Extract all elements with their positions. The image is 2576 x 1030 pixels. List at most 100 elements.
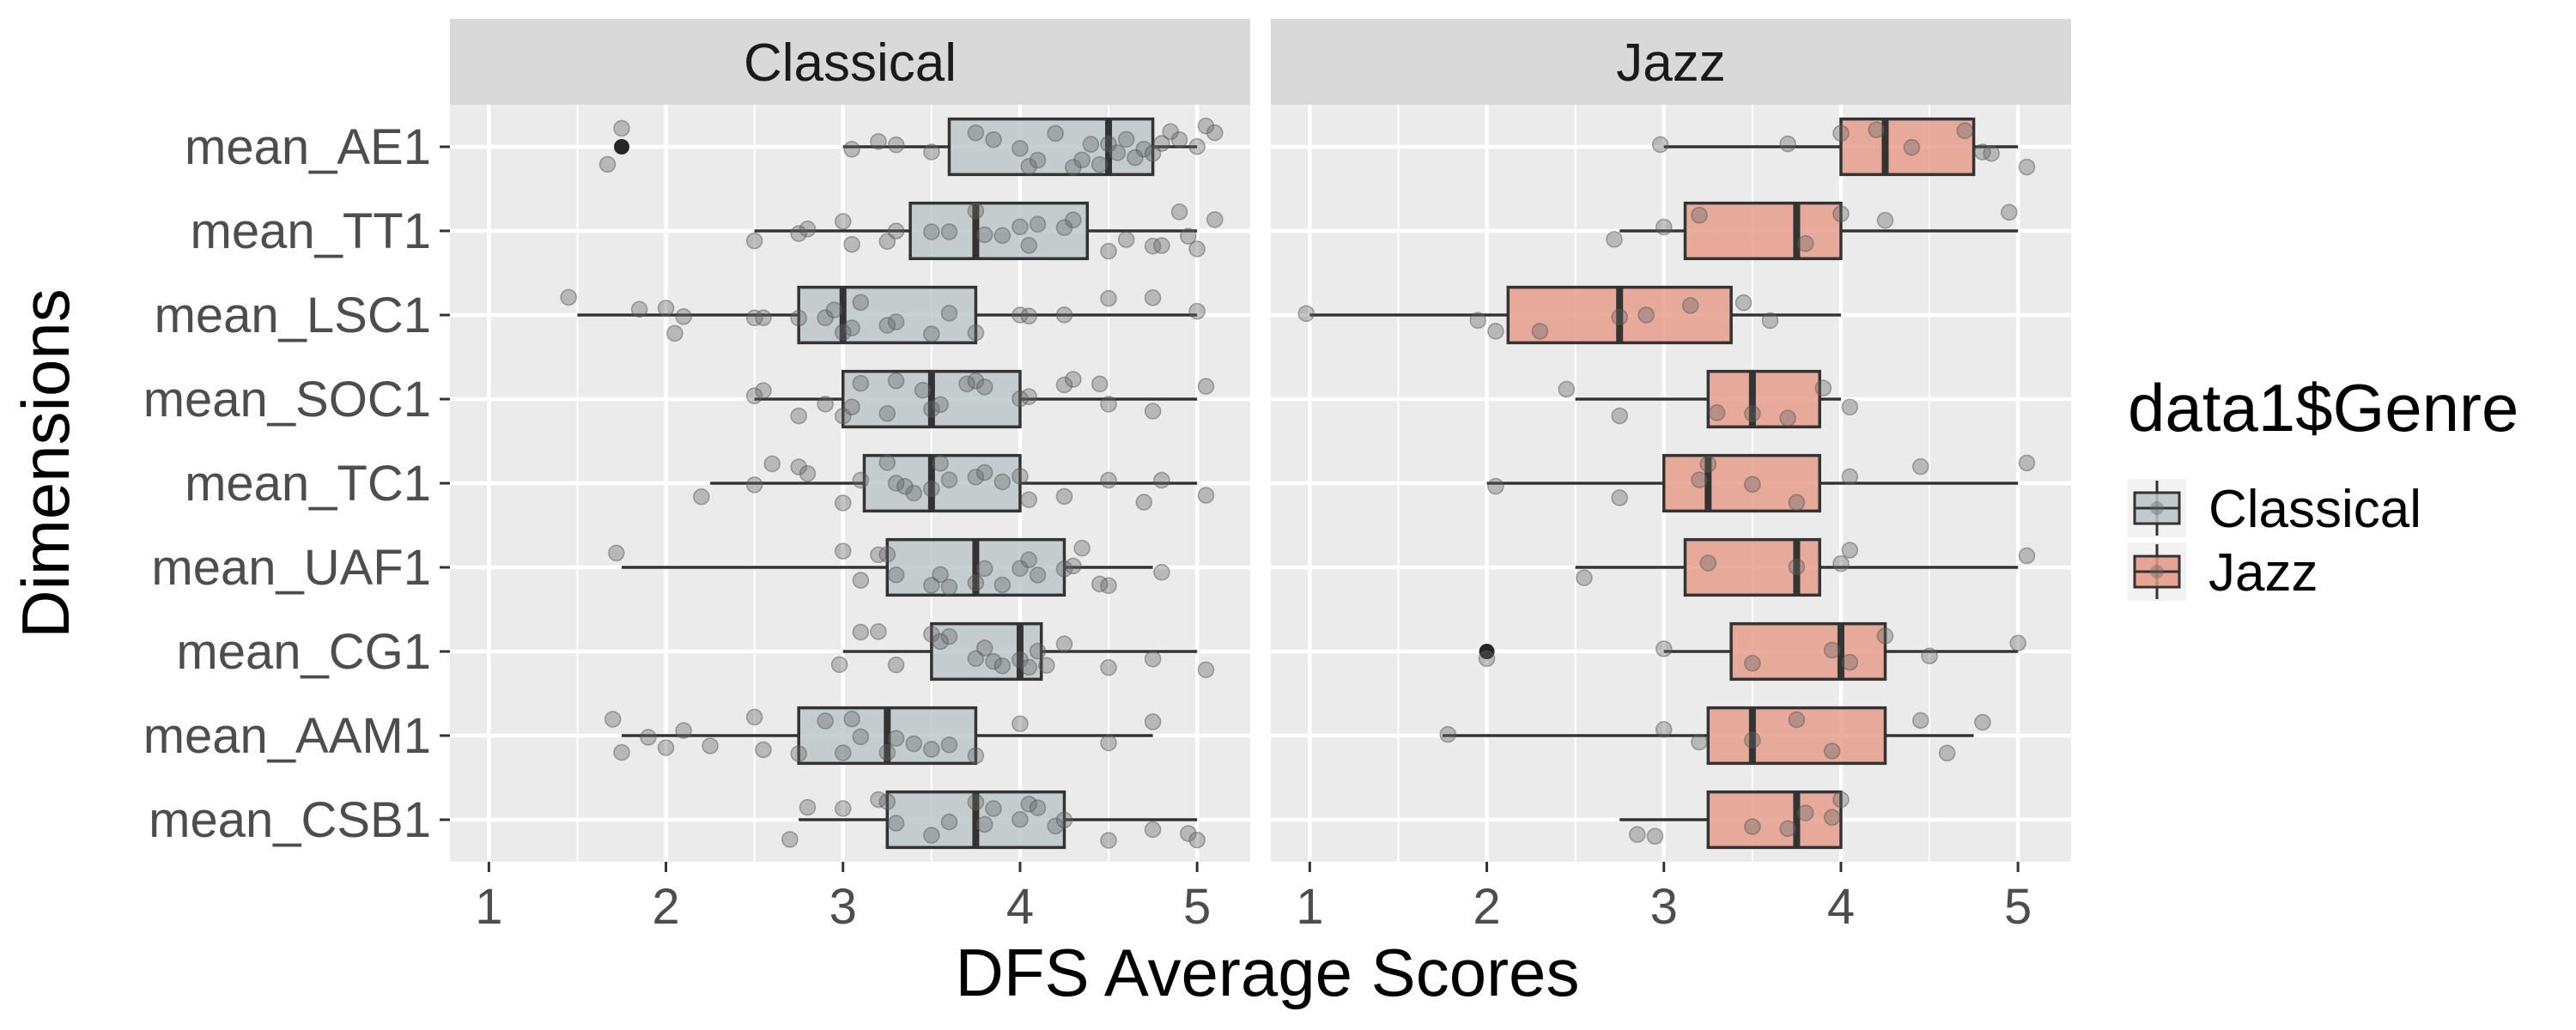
data-point [1814,379,1832,397]
data-point [1170,131,1188,148]
y-tick-label: mean_AAM1 [143,708,431,764]
data-point [1788,711,1806,729]
data-point [1841,653,1859,671]
box-jazz-mean_AE1 [1651,117,2036,177]
data-point [1144,821,1162,839]
axes: 1 2 3 4 5 1 2 3 4 5 mean_AE1 mean_TT1 mean_LSC1 mean_… [143,119,2032,935]
legend-label: Classical [2208,480,2421,539]
data-point [878,743,896,761]
data-point [1153,471,1170,489]
data-point [1109,144,1127,161]
data-point [1020,237,1038,254]
data-point [887,656,905,674]
data-point [1012,560,1029,577]
data-point [852,623,870,641]
data-point [1699,456,1717,473]
data-point [1744,731,1761,749]
data-point [1188,302,1206,320]
y-axis-title: Dimensions [8,288,83,638]
data-point [1206,211,1224,228]
data-point [835,494,852,512]
box-classical-mean_CG1 [830,621,1215,682]
data-point [887,475,905,492]
data-point [613,743,630,761]
data-point [604,711,622,728]
data-point [560,288,577,306]
data-point [1841,468,1859,486]
data-point [843,710,860,728]
data-point [1065,557,1082,575]
data-point [985,800,1002,817]
box-iqr [1662,453,1821,513]
data-point [835,542,852,560]
box-classical-mean_UAF1 [608,537,1170,597]
box-iqr [1839,117,1976,177]
data-point [1038,657,1055,675]
data-point [940,579,958,596]
data-point [1876,627,1894,645]
data-point [878,317,896,334]
data-point [1055,488,1073,506]
data-point [1117,130,1135,148]
data-point [1868,121,1885,138]
data-point [755,741,772,759]
data-point [1100,577,1117,595]
data-point [967,202,985,220]
legend-entry-classical: Classical [2128,479,2421,539]
data-point [1144,403,1162,420]
data-point [1020,551,1038,569]
data-point [1832,554,1850,573]
x-tick-label: 4 [1827,879,1855,935]
data-point [1188,831,1206,849]
data-point [1611,407,1628,425]
data-point [1197,118,1215,135]
data-point [843,235,860,253]
data-point [1903,138,1921,156]
data-point [1100,242,1117,260]
data-point [905,735,922,753]
data-point [843,141,860,158]
data-point [1091,155,1109,173]
data-point [1144,651,1162,668]
box-jazz-mean_AAM1 [1439,706,1991,766]
data-point [1911,457,1929,476]
data-point [2018,454,2036,472]
data-point [1188,240,1206,258]
data-point [1153,135,1170,152]
data-point [852,294,870,312]
data-point [940,627,958,645]
box-iqr [1683,201,1843,261]
x-tick-label: 2 [652,879,679,935]
data-point [958,375,975,392]
data-point [878,454,896,471]
data-point [940,736,958,754]
data-point [1611,489,1628,506]
data-point [967,373,985,390]
box-iqr [1706,790,1843,850]
data-point [923,325,940,342]
data-point [598,155,617,173]
data-point [1744,476,1761,494]
data-point [1029,215,1047,233]
data-point [835,800,852,817]
data-point [693,488,710,506]
data-point [640,729,657,746]
data-point [1012,468,1029,485]
data-point [1487,323,1504,340]
data-point [967,793,985,811]
data-point [993,657,1012,675]
data-point [887,313,905,330]
data-point [923,480,940,498]
data-point [1779,409,1796,427]
y-tick-label: mean_TT1 [191,203,431,259]
y-tick-label: mean_SOC1 [143,372,431,427]
data-point [1691,471,1708,488]
data-point [1691,733,1708,751]
data-point [870,133,887,150]
panel-jazz: Jazz [1271,19,2071,862]
data-point [1144,289,1162,306]
data-point [1576,569,1593,586]
data-point [1029,799,1047,816]
data-point [975,464,993,482]
data-point [887,372,905,390]
